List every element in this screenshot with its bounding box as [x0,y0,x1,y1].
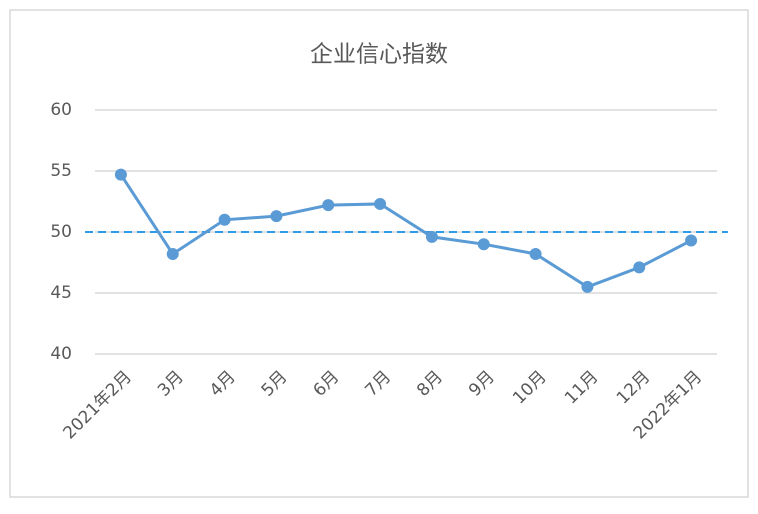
data-point [477,238,490,251]
y-tick-label: 55 [50,161,72,181]
data-point [218,213,231,226]
y-tick-label: 60 [50,100,72,120]
data-point [166,247,179,260]
y-tick-label: 40 [50,344,72,364]
data-point [685,234,698,247]
data-point [425,230,438,243]
data-point [581,280,594,293]
data-line [119,173,692,289]
data-point [633,261,646,274]
data-point [322,199,335,212]
data-point [529,247,542,260]
data-point [114,168,127,181]
data-point [374,197,387,210]
y-tick-label: 45 [50,283,72,303]
data-point [270,210,283,223]
chart-title: 企业信心指数 [310,42,448,68]
chart-border [9,9,749,498]
y-tick-label: 50 [50,222,72,242]
